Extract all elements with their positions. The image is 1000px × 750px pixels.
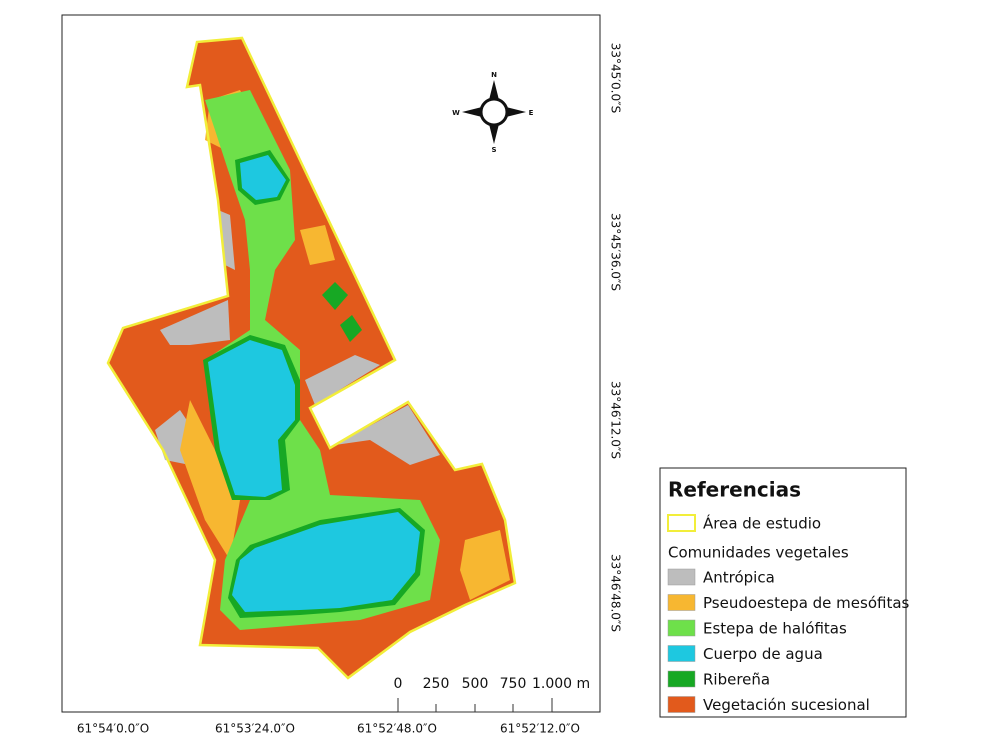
compass-n: N: [491, 71, 497, 79]
legend-swatch: [667, 514, 696, 532]
legend-swatch: [667, 594, 696, 611]
legend-swatch: [667, 619, 696, 637]
legend-label: Antrópica: [703, 569, 775, 587]
region-agua: [240, 155, 286, 200]
region-mesofitas: [180, 400, 240, 560]
legend-label: Estepa de halófitas: [703, 620, 847, 638]
lat-label: 33°45′36.0″S: [609, 213, 623, 291]
lat-label: 33°46′12.0″S: [609, 381, 623, 459]
compass-arrow: [506, 107, 526, 117]
lon-label: 61°54′0.0″O: [77, 722, 149, 736]
compass-w: W: [452, 109, 460, 117]
scale-label: 500: [462, 676, 489, 692]
compass-s: S: [491, 146, 496, 154]
legend-label: Pseudoestepa de mesófitas: [703, 594, 910, 612]
legend-swatch: [667, 670, 696, 688]
legend-swatch: [667, 696, 696, 713]
region-antropica: [218, 210, 235, 270]
legend-label: Área de estudio: [703, 514, 821, 533]
compass: N S W E: [452, 71, 533, 154]
legend-label: Vegetación sucesional: [703, 696, 870, 714]
compass-arrow: [489, 80, 499, 100]
lat-label: 33°45′0.0″S: [609, 43, 623, 113]
region-mesofitas: [460, 530, 510, 600]
lon-label: 61°52′48.0″O: [357, 722, 437, 736]
region-antropica: [160, 300, 230, 345]
lat-label: 33°46′48.0″S: [609, 554, 623, 632]
region-antropica: [305, 355, 380, 405]
region-riberena: [322, 282, 348, 310]
scale-label: 750: [500, 676, 527, 692]
scale-label: 0: [394, 676, 403, 692]
lon-label: 61°52′12.0″O: [500, 722, 580, 736]
legend-label: Ribereña: [703, 671, 770, 689]
scale-label: 250: [423, 676, 450, 692]
legend-title: Referencias: [668, 478, 801, 502]
map: [106, 36, 517, 680]
region-agua: [232, 512, 420, 612]
lon-label: 61°53′24.0″O: [215, 722, 295, 736]
compass-e: E: [529, 109, 534, 117]
region-antropica: [335, 405, 440, 465]
legend-swatch: [667, 568, 696, 586]
region-mesofitas: [300, 225, 335, 265]
study-area-outline: [106, 36, 517, 680]
region-riberena: [340, 315, 362, 342]
scale-bar: [397, 698, 553, 713]
compass-ring: [479, 97, 509, 127]
region-agua: [208, 340, 295, 497]
legend-swatch: [667, 645, 696, 662]
scale-label: 1.000 m: [532, 676, 590, 692]
compass-arrow: [462, 107, 482, 117]
legend-label: Cuerpo de agua: [703, 645, 823, 663]
legend-group: Comunidades vegetales: [668, 544, 849, 562]
legend-box: [659, 467, 907, 718]
compass-arrow: [489, 124, 499, 144]
